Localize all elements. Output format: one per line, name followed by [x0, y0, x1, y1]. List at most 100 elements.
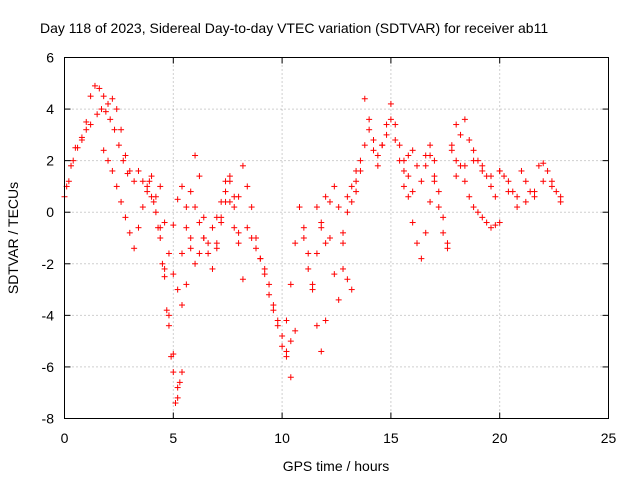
data-point — [392, 137, 399, 144]
data-point — [540, 178, 547, 185]
data-point — [279, 343, 286, 350]
data-point — [257, 255, 264, 262]
data-point — [548, 178, 555, 185]
data-point — [435, 188, 442, 195]
data-point — [196, 219, 203, 226]
data-point — [305, 265, 312, 272]
y-tick-label: -2 — [42, 256, 55, 272]
data-point — [453, 157, 460, 164]
data-point — [326, 198, 333, 205]
data-point — [440, 229, 447, 236]
data-point — [135, 167, 142, 174]
data-point — [414, 240, 421, 247]
data-point — [124, 170, 131, 177]
data-point — [313, 204, 320, 211]
data-point — [344, 276, 351, 283]
data-point — [87, 121, 94, 128]
data-point — [192, 260, 199, 267]
data-point — [326, 235, 333, 241]
data-point — [422, 162, 429, 169]
data-point — [165, 250, 172, 257]
data-point — [483, 219, 490, 226]
data-point — [544, 167, 551, 174]
data-point — [118, 198, 125, 205]
data-point — [366, 126, 373, 133]
data-point — [318, 219, 325, 226]
data-point — [518, 167, 525, 174]
data-point — [65, 178, 72, 185]
data-point — [209, 265, 216, 272]
data-point — [492, 222, 499, 229]
data-point — [392, 121, 399, 128]
data-point — [418, 178, 425, 185]
data-point — [179, 250, 186, 257]
data-point — [422, 229, 429, 236]
data-point — [266, 291, 273, 298]
grid — [64, 57, 609, 419]
data-point — [522, 198, 529, 205]
data-point — [105, 157, 112, 164]
data-point — [300, 224, 307, 231]
data-point — [231, 193, 238, 200]
data-point — [470, 204, 477, 211]
data-point — [174, 196, 181, 203]
data-point — [179, 183, 186, 190]
data-point — [174, 286, 181, 293]
data-point — [131, 245, 138, 252]
data-point — [152, 209, 159, 216]
data-point — [357, 157, 364, 164]
data-point — [309, 286, 316, 293]
data-point — [196, 173, 203, 180]
data-point — [522, 178, 529, 185]
y-tick-label: -6 — [42, 359, 55, 375]
data-point — [87, 93, 94, 100]
data-point — [222, 188, 229, 195]
data-point — [514, 193, 521, 200]
data-point — [244, 183, 251, 190]
data-point — [514, 204, 521, 211]
data-point — [444, 240, 451, 247]
data-point — [470, 147, 477, 154]
data-point — [161, 219, 168, 226]
data-point — [105, 100, 112, 107]
data-point — [68, 162, 75, 169]
data-point — [466, 193, 473, 200]
data-point — [400, 167, 407, 174]
data-point — [348, 183, 355, 190]
data-point — [113, 183, 120, 190]
data-point — [159, 260, 166, 267]
data-point — [235, 229, 242, 236]
data-point — [135, 224, 142, 231]
data-point — [279, 332, 286, 339]
y-tick-label: 6 — [46, 50, 54, 66]
data-point — [146, 178, 153, 185]
data-point — [139, 178, 146, 185]
data-point — [283, 348, 290, 355]
data-point — [461, 162, 468, 169]
data-point — [144, 183, 151, 190]
data-point — [557, 198, 564, 205]
data-points — [61, 82, 564, 407]
x-axis-label: GPS time / hours — [283, 458, 390, 474]
data-point — [479, 162, 486, 169]
data-point — [144, 188, 151, 195]
data-point — [400, 183, 407, 190]
data-point — [348, 198, 355, 205]
data-point — [252, 245, 259, 252]
data-point — [213, 240, 220, 247]
data-point — [157, 235, 164, 241]
data-point — [102, 108, 109, 115]
data-point — [96, 85, 103, 92]
data-point — [292, 240, 299, 247]
data-point — [387, 100, 394, 107]
data-point — [474, 209, 481, 216]
y-tick-label: 4 — [46, 101, 54, 117]
data-point — [187, 235, 194, 241]
data-point — [309, 281, 316, 288]
data-point — [331, 183, 338, 190]
data-point — [418, 255, 425, 262]
data-point — [94, 111, 101, 118]
axis-ticks: 0 5 10 15 20 25 -8 -6 -4 -2 0 2 4 6 — [42, 50, 617, 447]
data-point — [409, 147, 416, 154]
data-point — [305, 250, 312, 257]
